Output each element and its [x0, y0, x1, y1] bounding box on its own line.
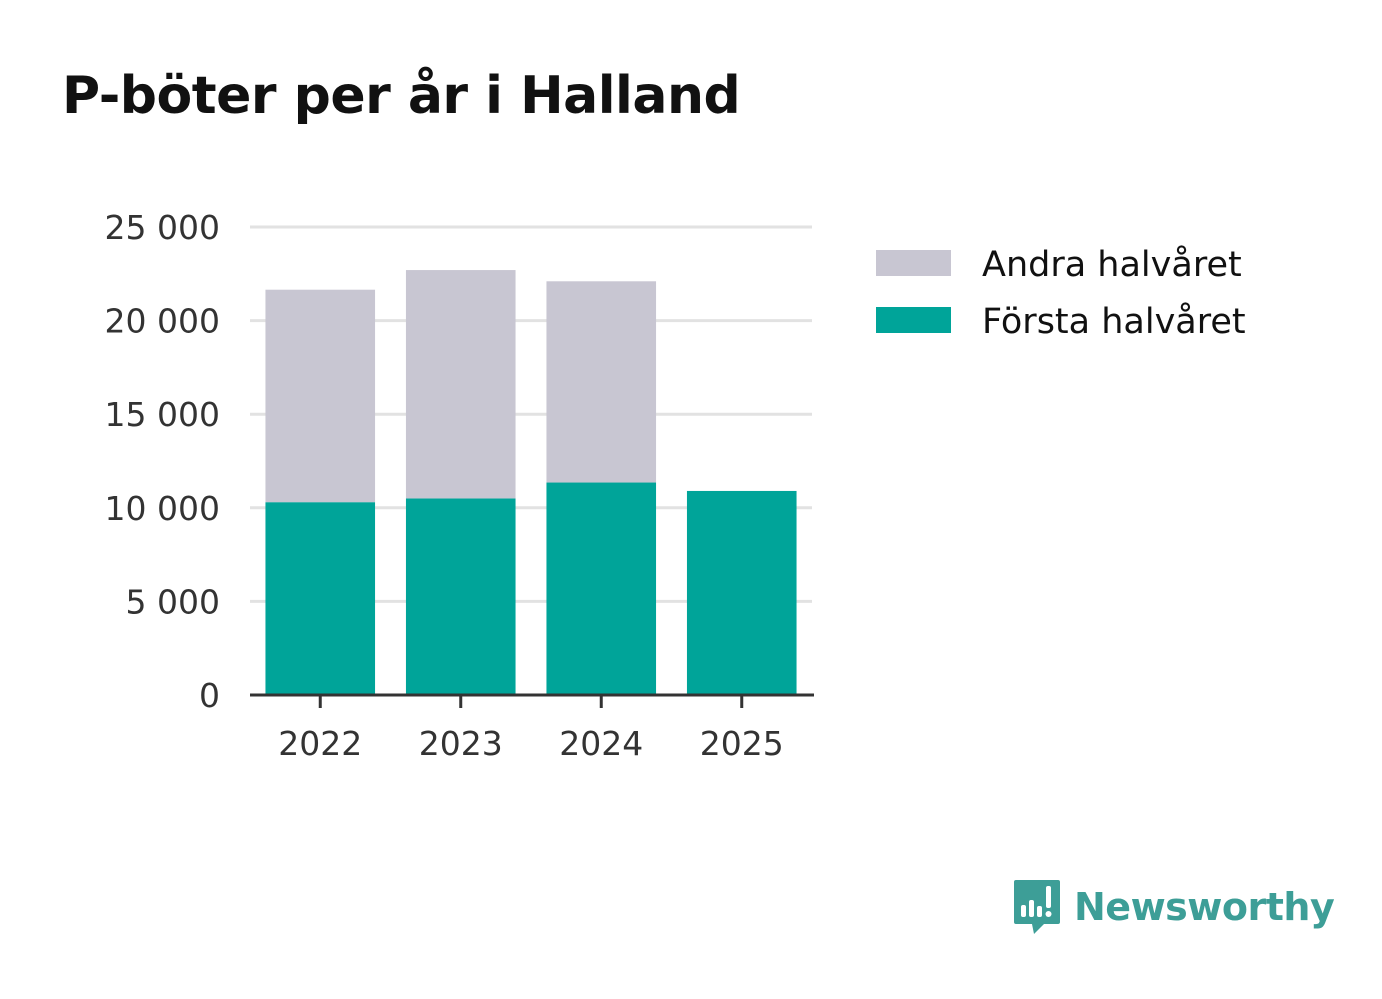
brand-logo: Newsworthy [1012, 878, 1335, 936]
legend-label-forsta: Första halvåret [982, 301, 1246, 342]
legend-swatch-forsta [876, 307, 951, 333]
legend-label-andra: Andra halvåret [982, 244, 1242, 285]
x-tick-label: 2025 [700, 724, 784, 763]
y-tick-label: 20 000 [105, 302, 220, 341]
y-tick-label: 15 000 [105, 395, 220, 434]
bar-2024-andra [546, 281, 657, 483]
bar-2025-forsta [686, 490, 797, 695]
newsworthy-logo-icon [1014, 880, 1060, 934]
y-tick-label: 0 [199, 676, 220, 715]
legend-swatch-andra [876, 250, 951, 276]
y-tick-label: 5 000 [126, 582, 220, 621]
chart-title: P-böter per år i Halland [62, 66, 741, 126]
x-tick-label: 2024 [559, 724, 643, 763]
bar-2023-andra [405, 270, 516, 499]
bar-2024-forsta [546, 482, 657, 695]
axes: 0 5 000 10 000 15 000 20 000 25 000 2022 2023 20… [105, 208, 814, 763]
y-tick-label: 10 000 [105, 489, 220, 528]
x-tick-label: 2023 [419, 724, 503, 763]
bars [265, 270, 797, 695]
x-tick-label: 2022 [278, 724, 362, 763]
bar-2022-forsta [265, 502, 376, 695]
bar-2022-andra [265, 289, 376, 503]
bar-2023-forsta [405, 498, 516, 695]
y-tick-label: 25 000 [105, 208, 220, 247]
legend: Andra halvåret Första halvåret [876, 244, 1246, 342]
brand-name: Newsworthy [1074, 885, 1335, 929]
